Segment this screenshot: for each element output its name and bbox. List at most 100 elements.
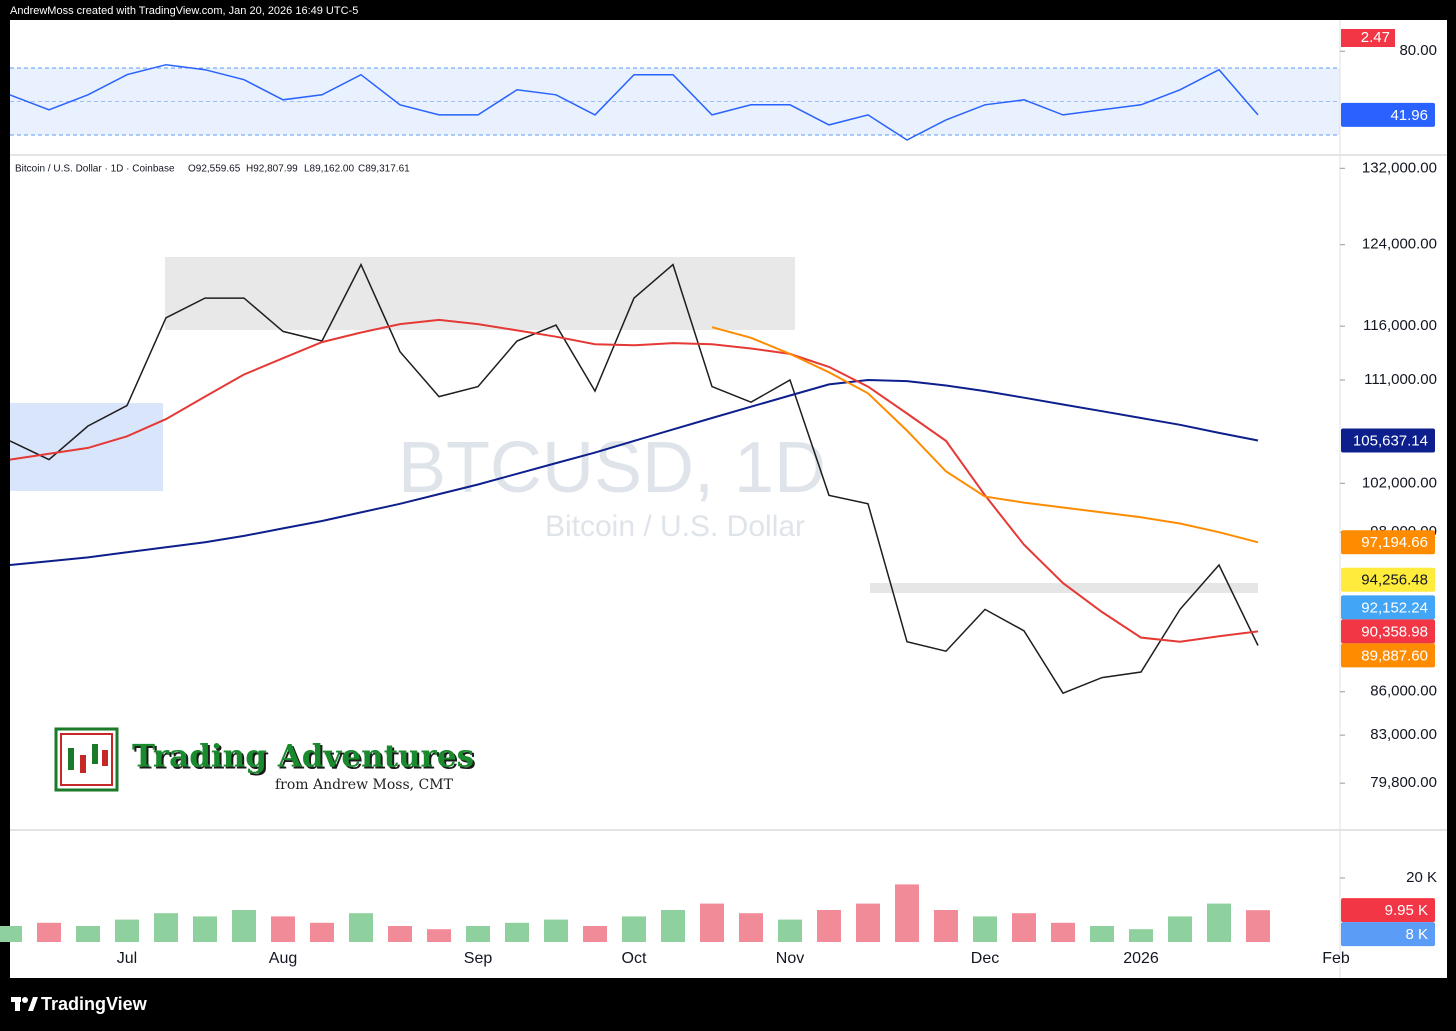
- volume-bar: [193, 916, 217, 942]
- price-tag: [1341, 922, 1435, 947]
- x-tick-label: Sep: [464, 950, 493, 967]
- volume-bar: [154, 913, 178, 942]
- logo-candle: [92, 744, 98, 764]
- volume-bar: [1012, 913, 1036, 942]
- volume-bar: [700, 903, 724, 942]
- volume-bar: [1168, 916, 1192, 942]
- ohlc: C89,317.61: [358, 164, 410, 175]
- volume-bar: [1129, 929, 1153, 942]
- footer-brand: TradingView: [41, 994, 148, 1014]
- ohlc: O92,559.65: [188, 164, 241, 175]
- x-tick-label: Aug: [269, 950, 297, 967]
- x-tick-label: Nov: [776, 950, 804, 967]
- x-tick-label: Feb: [1322, 950, 1350, 967]
- credit: AndrewMoss created with TradingView.com,…: [10, 5, 358, 17]
- range-box: [165, 257, 795, 330]
- volume-bar: [115, 919, 139, 942]
- volume-bar: [583, 926, 607, 942]
- y-tick-label: 20 K: [1406, 869, 1437, 886]
- tv-icon: [15, 997, 20, 1011]
- price-tag-label: 97,194.66: [1361, 534, 1428, 551]
- volume-bar: [934, 910, 958, 942]
- volume-bar: [76, 926, 100, 942]
- price-tag-label: 90,358.98: [1361, 623, 1428, 640]
- y-tick-label: 83,000.00: [1370, 726, 1437, 743]
- watermark: BTCUSD, 1D: [398, 428, 826, 508]
- volume-bar: [310, 922, 334, 942]
- symbol-title: Bitcoin / U.S. Dollar · 1D · Coinbase: [15, 164, 175, 175]
- chart-canvas: [10, 20, 1447, 978]
- price-tag: [1341, 595, 1435, 620]
- volume-bar: [388, 926, 412, 942]
- y-tick-label: 116,000.00: [1363, 317, 1437, 334]
- price-tag-label: 89,887.60: [1361, 647, 1428, 664]
- price-tag: [1341, 567, 1435, 592]
- volume-bar: [895, 884, 919, 942]
- tv-icon: [28, 997, 38, 1011]
- price-tag: [1341, 102, 1435, 127]
- volume-bar: [349, 913, 373, 942]
- volume-bar: [466, 926, 490, 942]
- logo-subtitle: from Andrew Moss, CMT: [275, 777, 454, 793]
- price-tag-label: 105,637.14: [1353, 432, 1428, 449]
- volume-bar: [1207, 903, 1231, 942]
- volume-bar: [856, 903, 880, 942]
- volume-bar: [739, 913, 763, 942]
- price-tag: [1341, 643, 1435, 668]
- volume-bar: [544, 919, 568, 942]
- logo-candle: [68, 748, 74, 770]
- price-tag-label: 9.95 K: [1385, 902, 1428, 919]
- y-tick-label: 124,000.00: [1362, 236, 1437, 253]
- price-tag: [1341, 619, 1435, 644]
- price-tag-label: 41.96: [1390, 107, 1428, 124]
- x-tick-label: Jul: [117, 950, 137, 967]
- price-line: [9, 262, 1259, 695]
- logo-frame: [60, 733, 113, 786]
- y-tick-label: 111,000.00: [1364, 371, 1437, 388]
- y-tick-label: 79,800.00: [1370, 774, 1437, 791]
- y-tick-label: 132,000.00: [1362, 159, 1437, 176]
- volume-bar: [817, 910, 841, 942]
- logo-shadow: Trading Adventures: [134, 741, 476, 777]
- price-line: [9, 378, 1259, 566]
- volume-bar: [778, 919, 802, 942]
- price-tag-label: 8 K: [1405, 926, 1428, 943]
- ohlc: H92,807.99: [246, 164, 298, 175]
- volume-bar: [0, 926, 22, 942]
- volume-bar: [37, 922, 61, 942]
- volume-bar: [271, 916, 295, 942]
- volume-bar: [232, 910, 256, 942]
- price-tag: [1341, 428, 1435, 453]
- rsi-line: [9, 63, 1259, 141]
- footer-logo: [11, 997, 38, 1011]
- volume-bar: [1090, 926, 1114, 942]
- price-tag-label: 94,256.48: [1361, 572, 1428, 589]
- ohlc: L89,162.00: [304, 164, 354, 175]
- logo-candle: [80, 755, 86, 773]
- logo-title: Trading Adventures: [132, 739, 474, 775]
- price-tag: [1341, 530, 1435, 555]
- y-tick-label: 80.00: [1399, 42, 1437, 59]
- price-tag: [1341, 898, 1435, 923]
- volume-bar: [973, 916, 997, 942]
- watermark-subtitle: Bitcoin / U.S. Dollar: [545, 510, 805, 543]
- logo: Trading Adventures Trading Adventures fr…: [54, 727, 476, 793]
- level-box: [870, 583, 1258, 593]
- y-tick-label: 102,000.00: [1362, 474, 1437, 491]
- volume-bar: [661, 910, 685, 942]
- volume-bar: [1246, 910, 1270, 942]
- volume-bar: [622, 916, 646, 942]
- price-line: [711, 326, 1259, 544]
- tv-icon: [22, 997, 28, 1003]
- x-tick-label: 2026: [1123, 950, 1159, 967]
- y-tick-label: 86,000.00: [1370, 683, 1437, 700]
- volume-bar: [505, 922, 529, 942]
- logo-candle: [102, 750, 108, 766]
- indicator-tag: [1341, 29, 1395, 47]
- indicator-tag-label: 2.47: [1361, 29, 1390, 46]
- range-box: [10, 403, 163, 491]
- volume-bar: [1051, 922, 1075, 942]
- x-tick-label: Dec: [971, 950, 999, 967]
- volume-bar: [427, 929, 451, 942]
